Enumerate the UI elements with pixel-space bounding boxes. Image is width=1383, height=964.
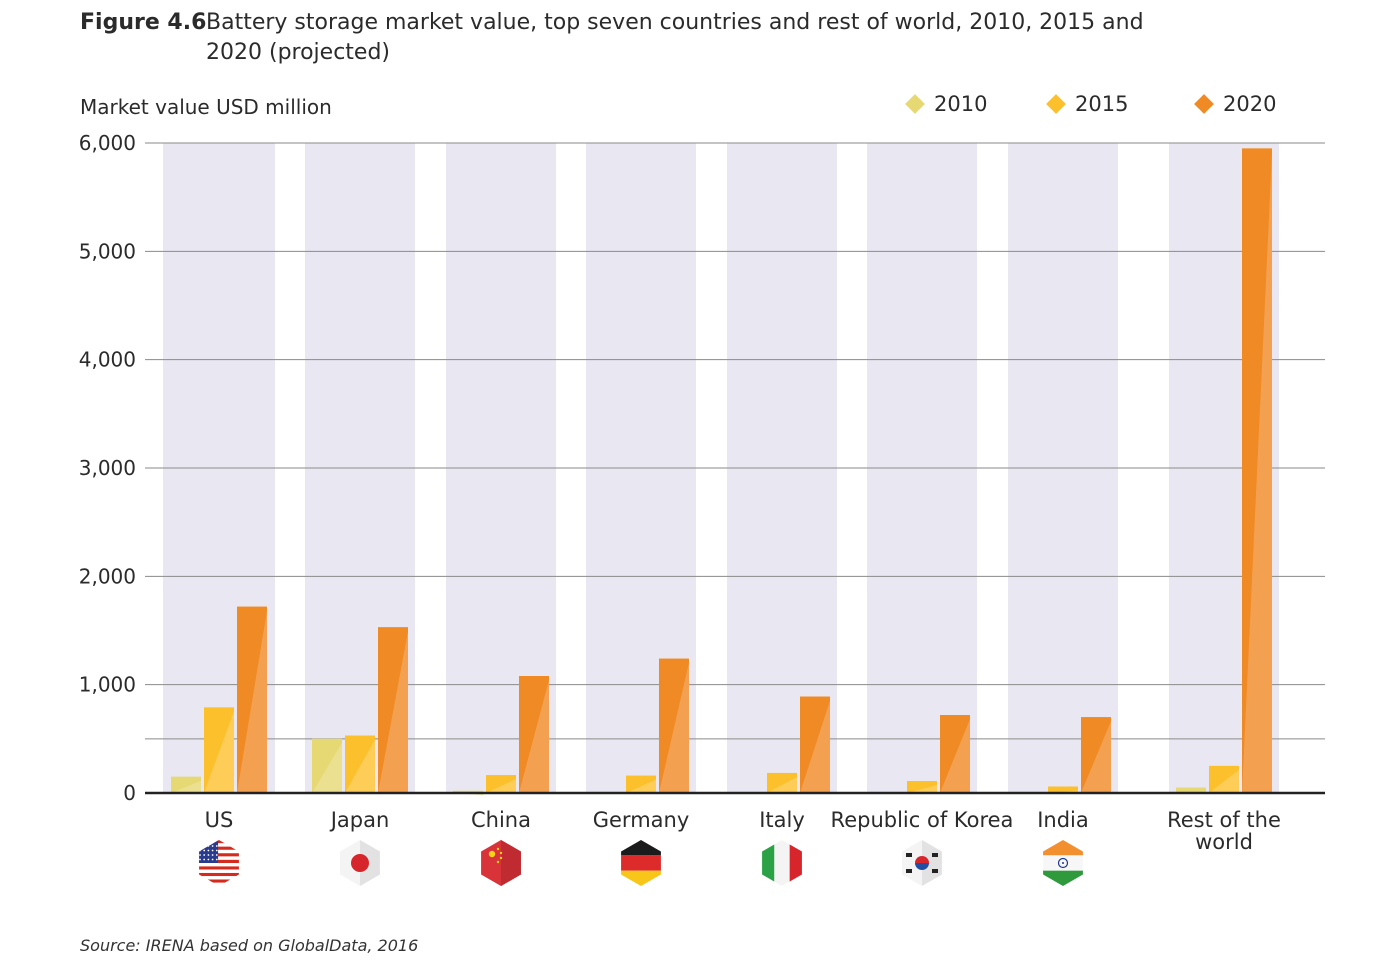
bar-highlight <box>1242 152 1272 793</box>
y-tick-label: 4,000 <box>79 348 136 372</box>
bar-cap <box>486 775 516 779</box>
bar-highlight <box>907 785 937 793</box>
bar-cap <box>237 606 267 610</box>
italy-flag-icon <box>762 840 802 886</box>
y-tick-label: 5,000 <box>79 239 136 263</box>
bar-highlight <box>204 711 234 793</box>
india-flag-icon <box>1043 840 1083 886</box>
x-category-label: Italy <box>759 808 805 832</box>
bar-cap <box>171 776 201 780</box>
bar-cap <box>519 676 549 679</box>
figure-title-text: Battery storage market value, top seven … <box>206 10 1144 65</box>
bar-2015-republic-of-korea <box>907 781 937 793</box>
bar-highlight <box>312 742 342 793</box>
y-tick-label: 6,000 <box>79 131 136 155</box>
bar-highlight <box>1081 721 1111 793</box>
bar-highlight <box>800 700 830 793</box>
bar-cap <box>1176 787 1206 791</box>
y-tick-label: 0 <box>123 781 136 805</box>
bar-highlight <box>171 780 201 793</box>
legend-label: 2010 <box>934 92 988 116</box>
figure-label: Figure 4.6 <box>80 10 207 35</box>
y-tick-label: 1,000 <box>79 673 136 697</box>
bar-highlight <box>237 610 267 793</box>
bar-highlight <box>659 662 689 793</box>
bar-cap <box>312 738 342 742</box>
x-category-label: Republic of Korea <box>830 808 1014 832</box>
legend-item-2010: 2010 <box>905 92 988 116</box>
x-category-label: Germany <box>592 808 690 832</box>
bar-2015-india <box>1048 786 1078 793</box>
x-category-label: US <box>204 808 234 832</box>
japan-flag-icon <box>340 840 380 886</box>
bar-cap <box>1209 765 1239 769</box>
y-tick-label: 2,000 <box>79 564 136 588</box>
legend-item-2020: 2020 <box>1194 92 1277 116</box>
bar-highlight <box>519 680 549 793</box>
bar-cap <box>800 696 830 700</box>
source-note: Source: IRENA based on GlobalData, 2016 <box>80 936 419 955</box>
legend: 2010 2015 2020 <box>0 88 1383 122</box>
y-tick-label: 3,000 <box>79 456 136 480</box>
bar-highlight <box>486 779 516 793</box>
x-category-label: China <box>471 808 531 832</box>
x-category-label: India <box>1037 808 1089 832</box>
legend-label: 2015 <box>1075 92 1129 116</box>
germany-flag-icon <box>621 840 661 886</box>
bar-highlight <box>626 779 656 793</box>
bar-cap <box>940 715 970 718</box>
y-axis-label: Market value USD million <box>80 95 332 119</box>
bar-cap <box>345 735 375 739</box>
bar-cap <box>204 707 234 711</box>
legend-label: 2020 <box>1223 92 1277 116</box>
bar-cap <box>767 772 797 776</box>
bar-cap <box>378 627 408 631</box>
bar-highlight <box>345 739 375 793</box>
korea-flag-icon <box>902 840 942 886</box>
bar-highlight <box>1209 769 1239 793</box>
bar-highlight <box>767 776 797 793</box>
bar-cap <box>1081 717 1111 721</box>
bar-cap <box>626 775 656 779</box>
x-category-label: Japan <box>330 808 390 832</box>
bar-cap <box>907 781 937 785</box>
bar-cap <box>1048 786 1078 790</box>
x-category-label: Rest of the world <box>1167 808 1281 854</box>
bar-cap <box>659 658 689 662</box>
us-flag-icon <box>199 840 239 886</box>
bar-highlight <box>940 719 970 793</box>
legend-item-2015: 2015 <box>1046 92 1129 116</box>
bar-cap <box>1242 148 1272 152</box>
bar-highlight <box>378 631 408 793</box>
china-flag-icon <box>481 840 521 886</box>
